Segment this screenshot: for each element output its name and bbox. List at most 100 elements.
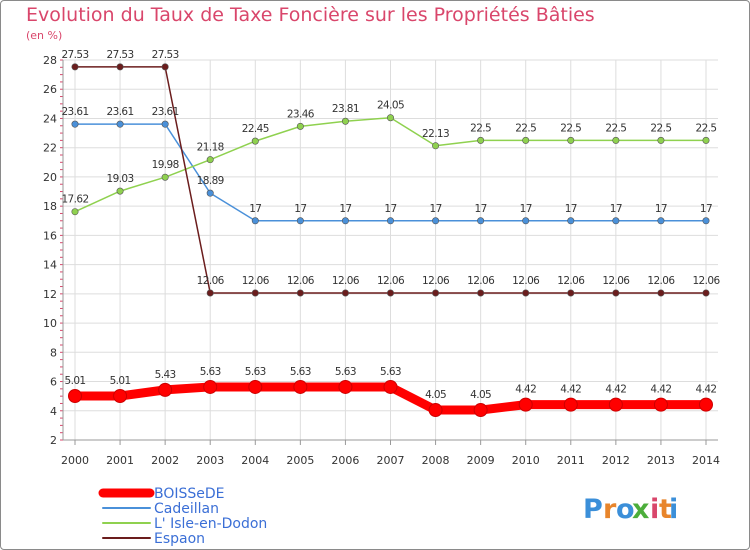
data-point — [386, 289, 394, 297]
data-point — [612, 217, 620, 225]
data-label: 4.05 — [470, 389, 491, 401]
data-point — [473, 403, 488, 418]
data-point — [432, 289, 440, 297]
data-point — [518, 397, 533, 412]
x-tick-label: 2009 — [467, 454, 495, 467]
y-tick-label: 12 — [43, 288, 57, 301]
y-tick-label: 4 — [50, 405, 57, 418]
data-point — [68, 389, 82, 404]
x-tick-label: 2010 — [512, 454, 540, 467]
unit-label: (en %) — [26, 29, 63, 42]
data-label: 17 — [249, 203, 261, 215]
data-point — [657, 136, 665, 144]
logo-letter: i — [650, 494, 659, 525]
data-point — [522, 217, 530, 225]
data-label: 17 — [339, 203, 351, 215]
data-label: 12.06 — [197, 275, 225, 287]
data-point — [563, 397, 578, 412]
data-label: 5.63 — [380, 366, 401, 378]
x-tick-label: 2008 — [422, 454, 450, 467]
data-point — [522, 136, 530, 144]
x-tick-label: 2013 — [647, 454, 675, 467]
legend-label: Espaon — [154, 531, 205, 547]
data-point — [71, 120, 79, 128]
data-label: 5.63 — [200, 366, 221, 378]
data-point — [608, 397, 623, 412]
y-tick-label: 10 — [43, 317, 57, 330]
data-point — [116, 187, 124, 195]
series-lines — [68, 63, 713, 418]
legend-label: L' Isle-en-Dodon — [154, 516, 267, 532]
data-point — [702, 136, 710, 144]
y-tick-label: 20 — [43, 171, 57, 184]
data-point — [206, 289, 214, 297]
data-point — [113, 389, 128, 404]
data-point — [612, 289, 620, 297]
data-label: 22.5 — [515, 122, 536, 134]
data-point — [206, 156, 214, 164]
x-tick-label: 2000 — [61, 454, 89, 467]
data-point — [338, 379, 353, 394]
data-point — [567, 136, 575, 144]
y-tick-label: 18 — [43, 200, 57, 213]
data-label: 12.06 — [692, 275, 720, 287]
data-point — [699, 397, 713, 412]
logo-letter: i — [669, 494, 678, 525]
data-point — [477, 217, 485, 225]
data-point — [206, 189, 214, 197]
data-point — [386, 217, 394, 225]
legend-label: BOISSeDE — [154, 486, 225, 502]
data-label: 12.06 — [287, 275, 315, 287]
data-point — [612, 136, 620, 144]
data-label: 23.46 — [287, 108, 315, 120]
data-point — [71, 63, 79, 71]
data-point — [161, 173, 169, 181]
data-label: 23.61 — [61, 106, 88, 118]
data-label: 21.18 — [197, 142, 224, 154]
data-label: 18.89 — [197, 175, 224, 187]
x-tick-label: 2001 — [106, 454, 134, 467]
y-tick-label: 24 — [43, 112, 57, 125]
data-label: 12.06 — [377, 275, 405, 287]
data-point — [567, 289, 575, 297]
data-label: 12.06 — [332, 275, 360, 287]
data-point — [161, 120, 169, 128]
data-label: 5.63 — [245, 366, 266, 378]
data-label: 17 — [475, 203, 487, 215]
data-label: 27.53 — [107, 49, 134, 61]
data-point — [341, 289, 349, 297]
data-point — [296, 289, 304, 297]
data-point — [251, 217, 259, 225]
logo-letter: t — [659, 494, 672, 525]
data-point — [657, 217, 665, 225]
data-point — [296, 122, 304, 130]
x-tick-label: 2014 — [692, 454, 720, 467]
data-label: 22.13 — [422, 128, 449, 140]
x-tick-label: 2007 — [377, 454, 405, 467]
y-tick-label: 14 — [43, 259, 57, 272]
x-tick-label: 2003 — [196, 454, 224, 467]
data-label: 12.06 — [602, 275, 630, 287]
logo-letter: x — [632, 494, 649, 525]
data-label: 17 — [610, 203, 622, 215]
data-label: 12.06 — [557, 275, 585, 287]
data-point — [386, 114, 394, 122]
data-label: 22.5 — [560, 122, 581, 134]
data-point — [296, 217, 304, 225]
data-point — [203, 379, 218, 394]
data-point — [567, 217, 575, 225]
y-tick-label: 16 — [43, 229, 57, 242]
data-point — [248, 379, 263, 394]
x-tick-label: 2005 — [286, 454, 314, 467]
data-label: 4.42 — [560, 384, 581, 396]
data-point — [522, 289, 530, 297]
data-label: 17 — [565, 203, 577, 215]
data-point — [653, 397, 668, 412]
data-label: 12.06 — [647, 275, 675, 287]
x-tick-label: 2011 — [557, 454, 585, 467]
data-label: 17 — [655, 203, 667, 215]
data-point — [657, 289, 665, 297]
data-label: 27.53 — [152, 49, 179, 61]
